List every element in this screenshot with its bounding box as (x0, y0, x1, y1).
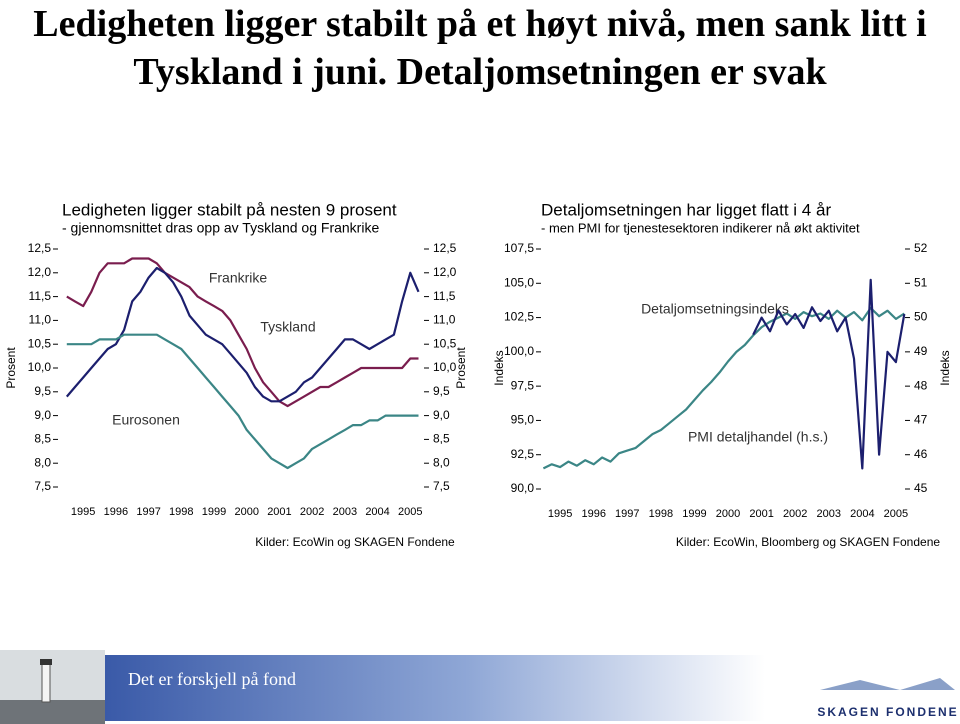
x-tick-label: 2005 (398, 506, 422, 518)
y2-tick-label: 52 (914, 241, 928, 255)
footer: Det er forskjell på fond SKAGEN FONDENE (0, 650, 958, 724)
y2-tick-label: 48 (914, 378, 928, 392)
y-tick-label: 102,5 (504, 310, 534, 324)
y-axis-label: Indeks (492, 350, 506, 385)
series-line (65, 266, 420, 403)
tagline: Det er forskjell på fond (128, 669, 296, 689)
chart-title: Detaljomsetningen har ligget flatt i 4 å… (541, 200, 831, 219)
y-tick-label: 12,0 (28, 265, 52, 279)
x-tick-label: 2004 (365, 506, 389, 518)
y2-tick-label: 11,0 (433, 313, 456, 327)
y-tick-label: 8,0 (34, 455, 51, 469)
series-label: PMI detaljhandel (h.s.) (688, 429, 828, 445)
x-tick-label: 1995 (548, 508, 572, 520)
x-tick-label: 1997 (136, 506, 160, 518)
y-tick-label: 9,5 (34, 384, 51, 398)
y2-tick-label: 46 (914, 447, 928, 461)
x-tick-label: 2004 (850, 508, 874, 520)
y-tick-label: 7,5 (34, 479, 51, 493)
series-line (66, 257, 419, 408)
source: Kilder: EcoWin og SKAGEN Fondene (255, 535, 455, 549)
x-tick-label: 1995 (71, 506, 95, 518)
y2-tick-label: 50 (914, 310, 928, 324)
x-tick-label: 2003 (333, 506, 357, 518)
y-tick-label: 10,0 (28, 360, 52, 374)
x-tick-label: 1998 (169, 506, 193, 518)
series-line (752, 278, 906, 470)
y-tick-label: 90,0 (511, 481, 535, 495)
chart-subtitle: - men PMI for tjenestesektoren indikerer… (541, 220, 860, 235)
x-tick-label: 2000 (234, 506, 258, 518)
lighthouse (41, 663, 51, 703)
page-title: Ledigheten ligger stabilt på et høyt niv… (33, 3, 927, 93)
y-axis-label: Prosent (4, 347, 18, 389)
chart-title: Ledigheten ligger stabilt på nesten 9 pr… (62, 200, 397, 219)
y2-tick-label: 10,5 (433, 336, 457, 350)
y2-tick-label: 49 (914, 344, 928, 358)
y-tick-label: 11,5 (29, 289, 52, 303)
chart-subtitle: - gjennomsnittet dras opp av Tyskland og… (62, 220, 379, 236)
x-tick-label: 1996 (104, 506, 128, 518)
y-tick-label: 95,0 (511, 413, 535, 427)
series-line (66, 333, 419, 470)
lighthouse-top (40, 659, 52, 665)
y-tick-label: 8,5 (34, 432, 51, 446)
y2-tick-label: 45 (914, 481, 928, 495)
y-tick-label: 92,5 (511, 447, 535, 461)
y-tick-label: 105,0 (504, 275, 534, 289)
y2-tick-label: 9,5 (433, 384, 450, 398)
y-tick-label: 100,0 (504, 344, 534, 358)
logo-mark (820, 678, 955, 690)
y-tick-label: 10,5 (28, 336, 52, 350)
x-tick-label: 1996 (581, 508, 605, 520)
y2-tick-label: 7,5 (433, 479, 450, 493)
x-tick-label: 1999 (202, 506, 226, 518)
x-tick-label: 2005 (884, 508, 908, 520)
series-label: Eurosonen (112, 412, 180, 428)
y2-tick-label: 12,5 (433, 241, 457, 255)
x-tick-label: 2002 (300, 506, 324, 518)
x-tick-label: 2001 (267, 506, 291, 518)
y-tick-label: 97,5 (511, 378, 535, 392)
y-tick-label: 107,5 (504, 241, 534, 255)
x-tick-label: 1997 (615, 508, 639, 520)
logo: SKAGEN FONDENE (817, 705, 958, 719)
y2-tick-label: 51 (914, 275, 928, 289)
x-tick-label: 1999 (682, 508, 706, 520)
y2-axis-label: Prosent (454, 347, 468, 389)
x-tick-label: 2000 (716, 508, 740, 520)
y2-tick-label: 10,0 (433, 360, 457, 374)
series-line (542, 306, 905, 470)
series-label: Frankrike (209, 270, 268, 286)
y2-tick-label: 12,0 (433, 265, 457, 279)
x-tick-label: 2002 (783, 508, 807, 520)
y2-tick-label: 8,5 (433, 432, 450, 446)
y-tick-label: 9,0 (34, 408, 51, 422)
x-tick-label: 2003 (817, 508, 841, 520)
x-tick-label: 2001 (749, 508, 773, 520)
series-label: Tyskland (260, 319, 315, 335)
tagline-band (105, 655, 765, 721)
y2-tick-label: 11,5 (433, 289, 456, 303)
source: Kilder: EcoWin, Bloomberg og SKAGEN Fond… (676, 535, 940, 549)
y-tick-label: 12,5 (28, 241, 52, 255)
y-tick-label: 11,0 (29, 313, 52, 327)
y2-tick-label: 8,0 (433, 455, 450, 469)
y2-axis-label: Indeks (938, 350, 952, 385)
photo-rocks (0, 700, 105, 724)
x-tick-label: 1998 (649, 508, 673, 520)
y2-tick-label: 47 (914, 413, 928, 427)
series-label: Detaljomsetningsindeks (641, 301, 789, 317)
y2-tick-label: 9,0 (433, 408, 450, 422)
